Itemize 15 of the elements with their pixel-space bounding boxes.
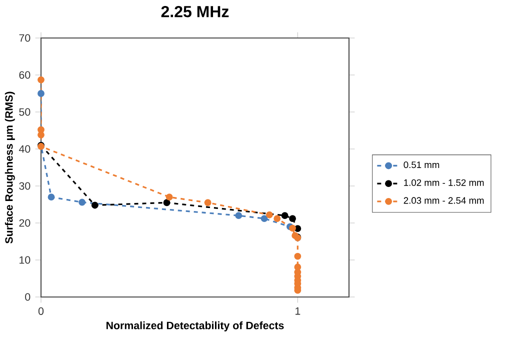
x-axis-title: Normalized Detectability of Defects	[106, 321, 284, 332]
y-tick-label: 30	[19, 182, 30, 190]
y-tick-label: 70	[19, 34, 30, 42]
legend-label: 1.02 mm - 1.52 mm	[404, 179, 484, 186]
y-tick-label: 20	[19, 219, 30, 227]
legend-label: 2.03 mm - 2.54 mm	[404, 197, 484, 204]
x-tick-label: 1	[296, 307, 300, 315]
y-tick-label: 10	[20, 256, 30, 264]
y-tick-label: 0	[25, 293, 30, 301]
chart-title: 2.25 MHz	[161, 6, 229, 18]
y-tick-label: 40	[18, 145, 30, 153]
legend-label: 0.51 mm	[404, 161, 440, 168]
y-tick-label: 60	[19, 71, 30, 79]
y-tick-label: 50	[19, 108, 30, 116]
y-axis-title: Surface Roughness µm (RMS)	[4, 92, 15, 244]
